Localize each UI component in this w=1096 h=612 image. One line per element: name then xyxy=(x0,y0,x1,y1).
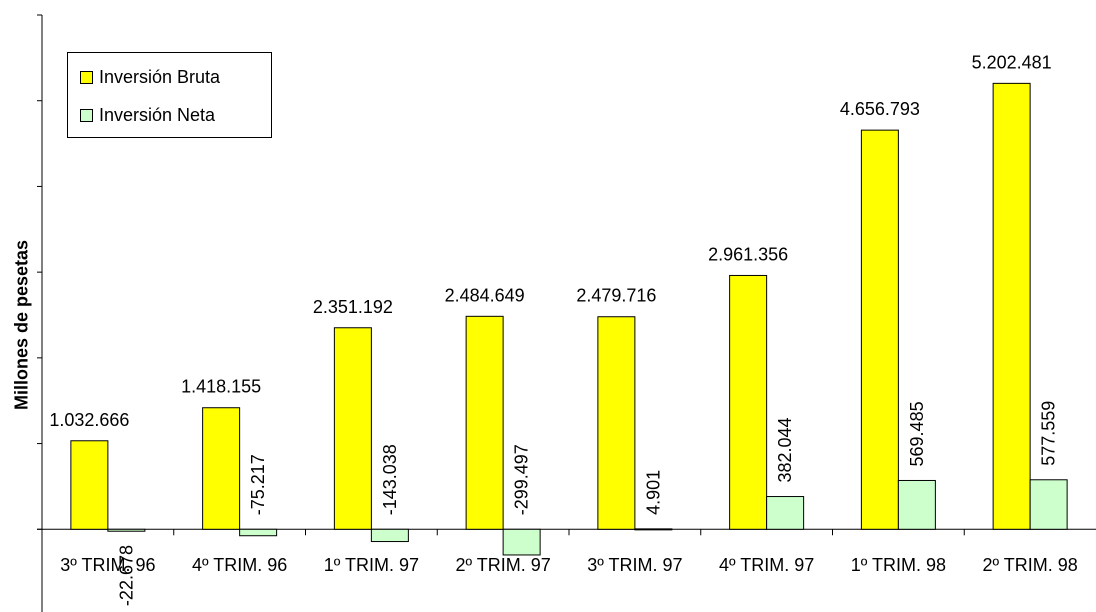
data-label-neta: 382.044 xyxy=(775,417,795,482)
data-label-bruta: 1.418.155 xyxy=(181,377,261,397)
y-axis-label: Millones de pesetas xyxy=(11,239,32,411)
data-label-bruta: 4.656.793 xyxy=(840,99,920,119)
x-tick-labels: 3º TRIM. 96 4º TRIM. 96 1º TRIM. 97 2º TRIM… xyxy=(60,555,1078,575)
bar-inversion-neta xyxy=(897,479,936,530)
value-labels: 1.032.666 -22.678 1.418.155 -75.217 2.351.19… xyxy=(49,52,1058,606)
x-tick-label: 4º TRIM. 97 xyxy=(719,555,814,575)
bar-inversion-bruta xyxy=(729,274,768,530)
data-label-neta: -22.678 xyxy=(116,545,136,606)
legend-label-neta: Inversión Neta xyxy=(99,104,216,125)
bar-inversion-neta xyxy=(370,528,409,543)
bar-inversion-neta xyxy=(766,496,805,530)
data-label-bruta: 5.202.481 xyxy=(972,52,1052,72)
data-label-neta: 4.901 xyxy=(643,470,663,515)
legend-swatch-bruta xyxy=(80,70,93,84)
x-tick-label: 4º TRIM. 96 xyxy=(192,555,287,575)
legend-swatch-neta xyxy=(80,108,93,122)
bar-inversion-bruta xyxy=(597,316,636,530)
bar-inversion-neta xyxy=(239,528,278,537)
x-tick-label: 1º TRIM. 97 xyxy=(324,555,419,575)
data-label-bruta: 2.961.356 xyxy=(708,244,788,264)
bar-inversion-neta xyxy=(634,528,673,531)
data-label-neta: -143.038 xyxy=(380,444,400,515)
data-label-neta: -75.217 xyxy=(248,454,268,515)
legend-item-bruta: Inversión Bruta xyxy=(80,66,220,88)
data-label-neta: 577.559 xyxy=(1039,401,1059,466)
legend-label-bruta: Inversión Bruta xyxy=(99,66,221,87)
x-tick-label: 2º TRIM. 97 xyxy=(455,555,550,575)
x-tick-label: 1º TRIM. 98 xyxy=(851,555,946,575)
bar-inversion-bruta xyxy=(465,315,504,530)
data-label-bruta: 1.032.666 xyxy=(49,410,129,430)
data-label-bruta: 2.484.649 xyxy=(445,285,525,305)
bar-inversion-bruta xyxy=(333,327,372,530)
x-tick-label: 2º TRIM. 98 xyxy=(982,555,1077,575)
bar-inversion-neta xyxy=(502,528,541,556)
data-label-bruta: 2.351.192 xyxy=(313,297,393,317)
bar-inversion-bruta xyxy=(860,129,899,530)
bar-inversion-bruta xyxy=(70,440,109,530)
legend-item-neta: Inversión Neta xyxy=(80,104,215,126)
legend: Inversión Bruta Inversión Neta xyxy=(67,52,272,138)
bar-inversion-neta xyxy=(107,528,146,532)
data-label-neta: 569.485 xyxy=(907,401,927,466)
bar-inversion-bruta xyxy=(992,82,1031,530)
x-tick-label: 3º TRIM. 96 xyxy=(60,555,155,575)
bar-inversion-bruta xyxy=(202,407,241,530)
x-tick-label: 3º TRIM. 97 xyxy=(587,555,682,575)
data-label-bruta: 2.479.716 xyxy=(576,286,656,306)
bar-inversion-neta xyxy=(1029,479,1068,530)
data-label-neta: -299.497 xyxy=(512,444,532,515)
bars xyxy=(70,82,1068,556)
